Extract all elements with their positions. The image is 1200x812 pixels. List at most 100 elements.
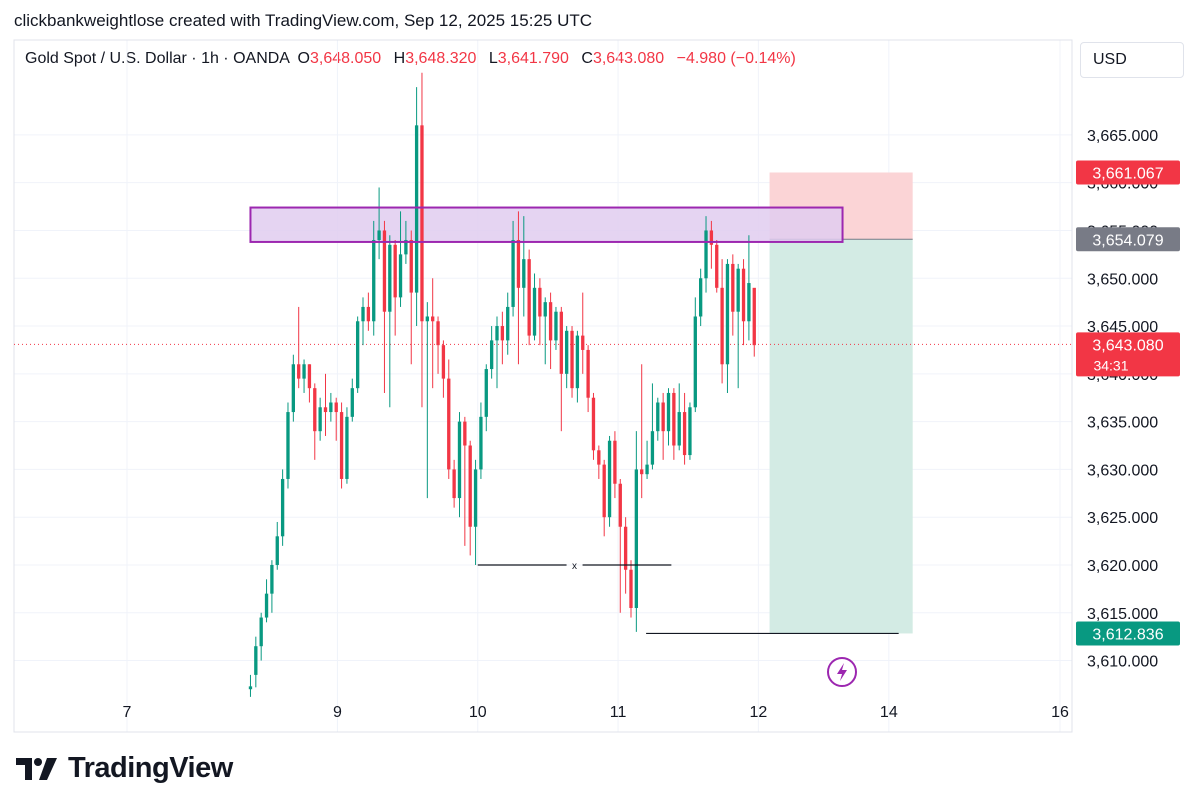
candle-body	[436, 321, 440, 346]
candle-body	[339, 412, 344, 479]
candle-body	[629, 569, 633, 608]
price-chart[interactable]: x 3,610.000 3,615.000 3,620.000 3,625.000 3,6…	[0, 0, 1200, 740]
y-tick-label: 3,615.000	[1087, 606, 1158, 623]
candle-body	[704, 230, 708, 279]
candle-body	[640, 469, 644, 475]
candle-body	[463, 421, 467, 446]
candle-body	[506, 306, 510, 341]
candle-body	[720, 287, 724, 365]
candle-body	[693, 316, 697, 408]
candle-body	[602, 464, 606, 518]
candle-body	[307, 364, 312, 389]
candle-body	[484, 369, 488, 417]
candle-body	[398, 254, 403, 298]
currency-selector[interactable]: USD	[1080, 42, 1184, 78]
lightning-icon-bolt	[837, 663, 847, 681]
open-label: O	[297, 50, 310, 67]
candle-body	[409, 240, 413, 293]
candle-body	[511, 240, 515, 307]
candle-body	[495, 326, 499, 341]
candle-body	[747, 283, 751, 322]
current-price-label: 3,643.080	[1092, 337, 1163, 354]
candle-body	[709, 230, 714, 245]
candle-body	[479, 416, 483, 470]
plot-frame	[13, 39, 1073, 733]
candle-body	[345, 416, 349, 479]
candle-body	[468, 445, 472, 527]
candle-body	[559, 311, 563, 374]
candle-body	[682, 412, 687, 456]
candle-body	[650, 431, 655, 465]
candle-body	[570, 330, 574, 389]
candle-body	[634, 469, 639, 608]
candle-body	[752, 287, 756, 346]
candle-body	[613, 440, 617, 484]
candle-body	[661, 402, 665, 432]
candle-body	[677, 412, 681, 446]
candle-body	[666, 392, 671, 432]
candle-body	[334, 402, 338, 413]
candle-body	[372, 240, 376, 322]
target-price-label-bg	[1076, 621, 1180, 646]
y-tick-label: 3,635.000	[1087, 415, 1158, 432]
candle-body	[500, 326, 505, 341]
current-price-label-countdown: 34:31	[1093, 357, 1128, 373]
candle-body	[736, 268, 740, 312]
candle-body	[297, 364, 301, 379]
candle-body	[548, 302, 553, 341]
candle-body	[543, 302, 547, 317]
x-tick-label: 9	[333, 704, 342, 721]
candle-body	[259, 617, 263, 647]
candle-body	[591, 397, 596, 451]
low-value: 3,641.790	[497, 50, 569, 67]
candle-body	[441, 345, 446, 379]
chart-caption: clickbankweightlose created with Trading…	[14, 11, 593, 30]
y-tick-label: 3,620.000	[1087, 558, 1158, 575]
resistance-zone-fill	[250, 207, 843, 242]
candle-body	[731, 263, 735, 312]
candle-body	[388, 244, 392, 312]
change-value: −4.980 (−0.14%)	[676, 50, 796, 67]
open-value: 3,648.050	[310, 50, 382, 67]
y-tick-label: 3,645.000	[1087, 319, 1158, 336]
y-tick-label: 3,625.000	[1087, 510, 1158, 527]
high-label: H	[393, 50, 406, 67]
x-tick-label: 7	[123, 704, 132, 721]
candle-body	[254, 646, 258, 675]
candle-body	[554, 311, 558, 341]
close-value: 3,643.080	[592, 50, 665, 67]
candle-body	[457, 421, 462, 499]
entry-price-label-bg	[1076, 227, 1180, 252]
stop-price-label-bg	[1076, 160, 1180, 185]
x-tick-label: 12	[749, 704, 767, 721]
y-tick-label: 3,650.000	[1087, 271, 1158, 288]
ohlc-legend: Gold Spot / U.S. Dollar · 1h · OANDA O3,…	[25, 50, 804, 68]
candle-body	[607, 440, 612, 518]
candle-body	[248, 686, 253, 690]
candle-body	[489, 340, 494, 370]
candle-body	[473, 469, 478, 527]
candle-body	[672, 392, 676, 446]
candle-body	[431, 316, 435, 322]
candle-body	[516, 240, 521, 288]
candle-body	[420, 125, 424, 322]
y-tick-label: 3,610.000	[1087, 654, 1158, 671]
candle-body	[361, 306, 365, 322]
candle-body	[656, 402, 660, 432]
candle-body	[575, 335, 580, 389]
candle-body	[527, 259, 531, 336]
candle-body	[286, 412, 290, 479]
candle-body	[382, 230, 387, 312]
candle-body	[741, 268, 746, 322]
stop-price-label: 3,661.067	[1092, 165, 1163, 182]
candle-body	[618, 483, 622, 527]
candle-body	[425, 316, 429, 322]
x-tick-label: 11	[610, 704, 627, 721]
entry-price-label: 3,654.079	[1092, 232, 1163, 249]
candle-body	[645, 464, 649, 475]
candle-body	[715, 244, 719, 288]
resistance-zone-border	[249, 206, 844, 243]
candle-body	[280, 478, 285, 537]
candle-body	[725, 263, 730, 365]
candle-body	[597, 450, 601, 465]
